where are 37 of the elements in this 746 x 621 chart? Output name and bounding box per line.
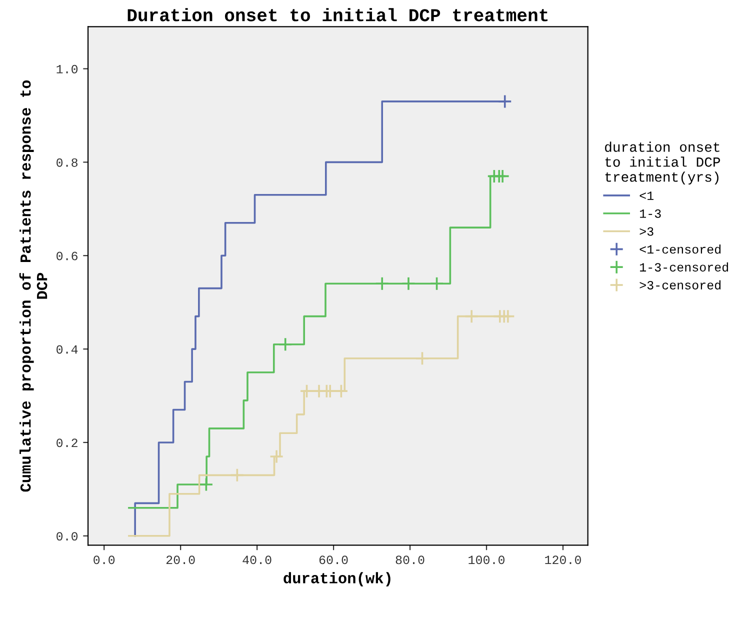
point: [199, 477, 214, 492]
y-tick-label: 0.2: [56, 438, 78, 448]
point: [300, 384, 314, 398]
point: [495, 169, 510, 184]
x-tick-label: 120.0: [545, 556, 581, 564]
legend-label: >3-censored: [640, 280, 721, 290]
y-tick-label: 0.6: [56, 252, 78, 260]
x-tick-label: 100.0: [468, 556, 504, 564]
x-tick-label: 20.0: [166, 556, 195, 564]
y-tick-label: 1.0: [56, 64, 78, 74]
point: [269, 449, 284, 464]
point: [334, 384, 348, 398]
legend-label: 1-3: [640, 209, 661, 218]
y-axis-title: Cumulative proportion of Patients response to DCP: [19, 80, 48, 492]
legend-label: 1-3-censored: [640, 262, 728, 272]
point: [401, 276, 416, 291]
x-tick-label: 0.0: [94, 556, 115, 564]
legend-label: >3: [640, 227, 654, 236]
y-tick-label: 0.8: [56, 158, 78, 167]
point: [500, 309, 516, 324]
y-tick-label: 0.0: [56, 532, 78, 541]
point: [230, 468, 244, 482]
point: [430, 276, 444, 291]
x-tick-label: 40.0: [242, 556, 272, 564]
point: [415, 351, 430, 366]
legend-title: duration onset to initial DCP treatment(yrs): [605, 142, 720, 185]
legend-label: <1: [640, 192, 654, 200]
point: [374, 276, 390, 291]
x-tick-label: 60.0: [319, 556, 348, 564]
y-tick-label: 0.4: [56, 345, 78, 354]
point: [278, 337, 293, 352]
chart-title: Duration onset to initial DCP treatment: [128, 8, 548, 22]
point: [498, 94, 512, 109]
x-axis-title: duration(wk): [284, 572, 390, 586]
legend-label: <1-censored: [640, 244, 721, 254]
point: [464, 309, 479, 324]
x-tick-label: 80.0: [396, 556, 424, 564]
